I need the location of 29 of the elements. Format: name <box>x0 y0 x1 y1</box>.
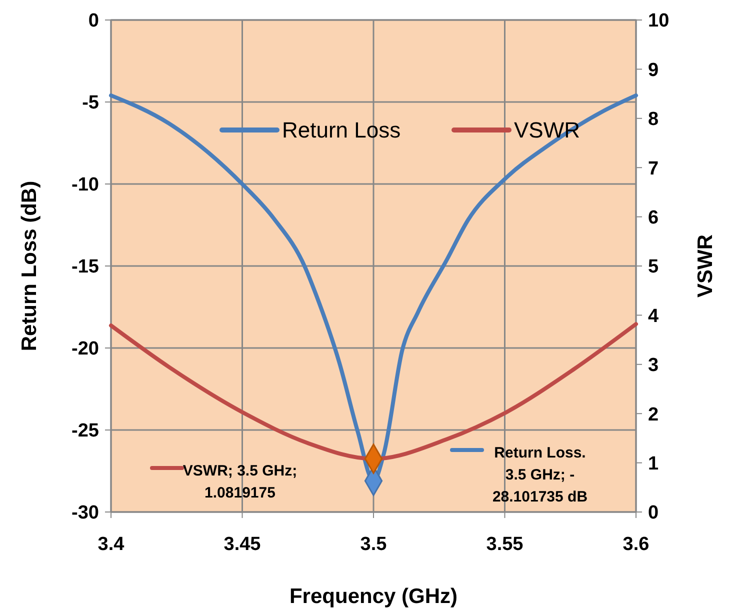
y2-tick-label: 4 <box>648 306 659 327</box>
annotation: VSWR; 3.5 GHz; 1.0819175 <box>182 462 298 502</box>
x-tick-label: 3.6 <box>622 534 650 555</box>
y2-tick-label: 6 <box>648 207 659 228</box>
y-tick-label: -15 <box>72 256 100 278</box>
y2-tick-label: 0 <box>648 502 659 524</box>
y2-tick-label: 10 <box>648 10 670 32</box>
x-tick-label: 3.4 <box>98 534 125 555</box>
y2-tick-label: 9 <box>648 60 659 81</box>
annotation: Return Loss. 3.5 GHz; - 28.101735 dB <box>492 444 588 506</box>
y-axis-title: Return Loss (dB) <box>18 180 41 352</box>
y-tick-label: -20 <box>72 338 99 360</box>
y2-tick-label: 5 <box>648 256 659 278</box>
x-tick-label: 3.5 <box>360 534 388 555</box>
y-tick-label: 0 <box>88 10 99 32</box>
x-tick-label: 3.45 <box>224 534 262 555</box>
legend-label: Return Loss <box>282 118 401 143</box>
x-axis-title: Frequency (GHz) <box>289 585 458 608</box>
x-tick-label: 3.55 <box>486 534 524 555</box>
y2-tick-label: 2 <box>648 404 659 426</box>
y2-tick-label: 7 <box>648 158 659 180</box>
y-tick-label: -25 <box>72 420 100 442</box>
y-tick-label: -30 <box>72 502 99 524</box>
y2-tick-label: 3 <box>648 355 659 376</box>
y2-tick-label: 8 <box>648 109 659 130</box>
y2-axis-title: VSWR <box>694 234 717 298</box>
y-tick-label: -5 <box>82 92 100 114</box>
y-tick-label: -10 <box>72 174 99 196</box>
y2-tick-label: 1 <box>648 453 659 474</box>
